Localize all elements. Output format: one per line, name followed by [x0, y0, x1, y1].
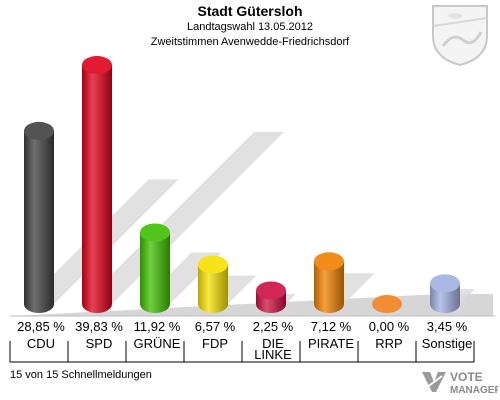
- bar-die-linke: [256, 281, 286, 313]
- category-label: GRÜNE: [134, 336, 181, 351]
- bar-sonstige: [430, 274, 460, 313]
- bar-body: [314, 261, 344, 313]
- value-label: 28,85 %: [17, 319, 65, 334]
- bar-top: [140, 223, 170, 242]
- bar-spd: [82, 56, 112, 314]
- bar-pirate: [314, 252, 344, 313]
- value-label: 0,00 %: [369, 319, 410, 334]
- bar-top: [82, 56, 112, 75]
- footer-status: 15 von 15 Schnellmeldungen: [10, 369, 152, 381]
- chart-title: Stadt Gütersloh: [197, 3, 303, 19]
- bar-body: [24, 130, 54, 313]
- bar-fdp: [198, 255, 228, 313]
- bar-body: [198, 264, 228, 313]
- logo-line2: MANAGER: [450, 385, 498, 396]
- category-label: LINKE: [254, 347, 292, 362]
- bar-top: [372, 295, 402, 313]
- coat-of-arms-icon: [432, 5, 488, 67]
- bar-cdu: [24, 121, 54, 313]
- bar-top: [24, 121, 54, 140]
- bar-shadow: [82, 131, 285, 304]
- chart-subtitle: Landtagswahl 13.05.2012: [187, 21, 313, 33]
- bar-top: [198, 255, 228, 274]
- category-label: CDU: [27, 336, 55, 351]
- bar-body: [82, 65, 112, 314]
- value-label: 11,92 %: [134, 319, 181, 334]
- category-label: SPD: [86, 336, 113, 351]
- chart-subtitle-2: Zweitstimmen Avenwedde-Friedrichsdorf: [150, 36, 350, 48]
- logo-line1: VOTE: [450, 370, 483, 384]
- bar-top: [314, 252, 344, 271]
- bar-top: [430, 274, 460, 293]
- value-label: 7,12 %: [311, 319, 352, 334]
- bar-top: [256, 281, 286, 300]
- value-label: 6,57 %: [195, 319, 236, 334]
- category-label: DIE: [262, 336, 284, 351]
- value-label: 2,25 %: [253, 319, 294, 334]
- bar-grüne: [140, 223, 170, 313]
- vote-manager-logo: VOTE MANAGER: [422, 370, 498, 396]
- chart-floor: [12, 294, 493, 316]
- value-label: 3,45 %: [427, 319, 468, 334]
- value-label: 39,83 %: [75, 319, 123, 334]
- category-label: RRP: [375, 336, 402, 351]
- chart-header: Stadt Gütersloh Landtagswahl 13.05.2012 …: [0, 3, 500, 50]
- category-label: FDP: [202, 336, 228, 351]
- bar-rrp: [372, 295, 402, 313]
- category-label: Sonstige: [422, 336, 473, 351]
- category-label: PIRATE: [308, 336, 354, 351]
- bar-body: [140, 232, 170, 313]
